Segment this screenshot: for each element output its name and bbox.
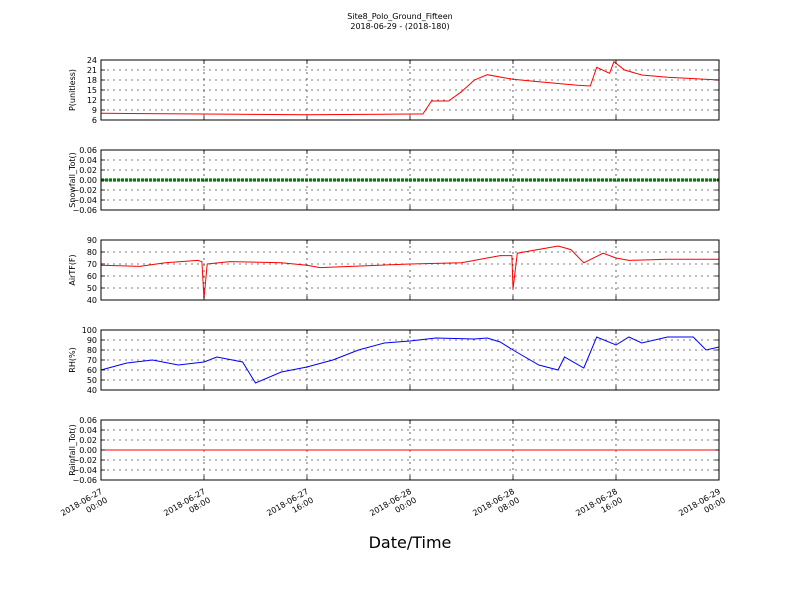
panel-1-ytick-label: 12 bbox=[87, 96, 97, 105]
panel-2-ytick-label: 0.02 bbox=[79, 166, 97, 175]
panel-4-ytick-label: 60 bbox=[87, 366, 97, 375]
panel-5-ytick-label: −0.02 bbox=[72, 456, 97, 465]
panel-3-ytick-label: 50 bbox=[87, 284, 97, 293]
panel-2-ytick-label: 0.06 bbox=[79, 146, 97, 155]
panel-4-ytick-label: 50 bbox=[87, 376, 97, 385]
panel-3-ytick-label: 40 bbox=[87, 296, 97, 305]
panel-4-ytick-label: 40 bbox=[87, 386, 97, 395]
panel-1-series-line bbox=[100, 60, 720, 116]
panel-1-ytick-label: 21 bbox=[87, 66, 97, 75]
panel-2-y-axis-label: Snowfall_Tot() bbox=[68, 152, 77, 208]
panel-3-ytick-label: 80 bbox=[87, 248, 97, 257]
panel-4-series-line bbox=[100, 336, 720, 384]
panel-2-ytick-label: −0.04 bbox=[72, 196, 97, 205]
panel-1-y-axis-label: P(unitless) bbox=[68, 69, 77, 111]
x-axis-label: Date/Time bbox=[368, 533, 452, 552]
panel-5-ytick-label: −0.04 bbox=[72, 466, 97, 475]
panel-4-ytick-label: 80 bbox=[87, 346, 97, 355]
panel-1-ytick-label: 24 bbox=[87, 56, 97, 65]
panel-4-y-axis-label: RH(%) bbox=[68, 347, 77, 372]
panel-3-ytick-label: 60 bbox=[87, 272, 97, 281]
panel-5-ytick-label: 0.00 bbox=[79, 446, 97, 455]
panel-1-ytick-label: 6 bbox=[92, 116, 97, 125]
panel-5-ytick-label: −0.06 bbox=[72, 476, 97, 485]
panel-1-ytick-label: 15 bbox=[87, 86, 97, 95]
panel-5-ytick-label: 0.04 bbox=[79, 426, 97, 435]
figure-title: Site8_Polo_Ground_Fifteen bbox=[347, 12, 453, 21]
panel-5-ytick-label: 0.06 bbox=[79, 416, 97, 425]
panel-1-ytick-label: 9 bbox=[92, 106, 97, 115]
panel-5-y-axis-label: Rainfall_Tot() bbox=[68, 424, 77, 476]
panel-5-ytick-label: 0.02 bbox=[79, 436, 97, 445]
panel-3-ytick-label: 70 bbox=[87, 260, 97, 269]
panel-4-ytick-label: 100 bbox=[82, 326, 97, 335]
panel-3-series-line bbox=[100, 245, 719, 299]
panel-2-ytick-label: 0.04 bbox=[79, 156, 97, 165]
figure-title-block: Site8_Polo_Ground_Fifteen 2018-06-29 - (… bbox=[0, 12, 800, 32]
panel-1-ytick-label: 18 bbox=[87, 76, 97, 85]
panel-3-ytick-label: 90 bbox=[87, 236, 97, 245]
figure-subtitle: 2018-06-29 - (2018-180) bbox=[350, 22, 450, 31]
panel-2-ytick-label: 0.00 bbox=[79, 176, 97, 185]
panel-2-ytick-label: −0.02 bbox=[72, 186, 97, 195]
panel-4-ytick-label: 70 bbox=[87, 356, 97, 365]
panel-4-ytick-label: 90 bbox=[87, 336, 97, 345]
panel-3-y-axis-label: AirTF(F) bbox=[68, 254, 77, 285]
panel-2-ytick-label: −0.06 bbox=[72, 206, 97, 215]
